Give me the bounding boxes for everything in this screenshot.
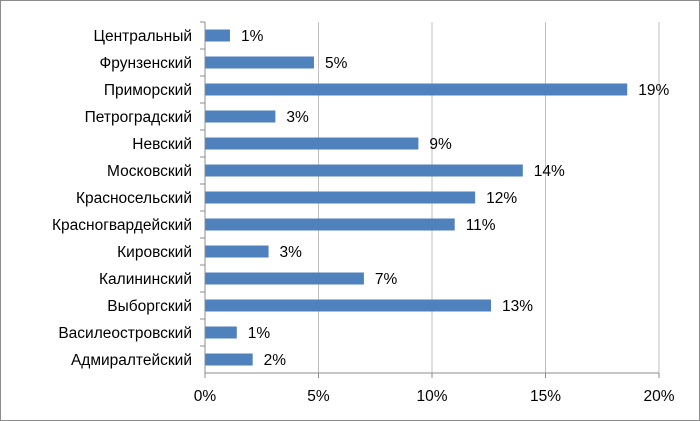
data-label: 3% xyxy=(286,109,309,126)
category-label: Петроградский xyxy=(85,109,192,126)
data-label: 1% xyxy=(248,325,271,342)
bar xyxy=(205,29,230,42)
bar xyxy=(205,56,314,69)
data-label: 7% xyxy=(375,271,398,288)
data-label: 9% xyxy=(429,136,452,153)
category-label: Центральный xyxy=(94,28,192,45)
bar xyxy=(205,110,276,123)
bar xyxy=(205,164,523,177)
bar xyxy=(205,299,492,312)
bar xyxy=(205,83,628,96)
bar xyxy=(205,191,476,204)
bar xyxy=(205,245,269,258)
bar xyxy=(205,326,237,339)
category-label: Калининский xyxy=(99,271,192,288)
bar xyxy=(205,218,455,231)
labels: 0% 5% 10% 15% 20% Центральный 1% Фрунзенский 5% П… xyxy=(52,28,675,405)
axes xyxy=(200,21,660,378)
bar xyxy=(205,353,253,366)
category-label: Приморский xyxy=(104,82,192,99)
category-label: Московский xyxy=(107,163,192,180)
bar xyxy=(205,272,364,285)
data-label: 1% xyxy=(241,28,264,45)
data-label: 13% xyxy=(502,298,533,315)
x-tick-label: 15% xyxy=(530,388,561,405)
data-label: 19% xyxy=(638,82,669,99)
data-label: 14% xyxy=(534,163,565,180)
category-label: Василеостровский xyxy=(58,325,192,342)
category-label: Выборгский xyxy=(107,298,192,315)
category-label: Красносельский xyxy=(76,190,192,207)
data-label: 3% xyxy=(280,244,303,261)
bar xyxy=(205,137,419,150)
data-label: 2% xyxy=(264,352,287,369)
category-label: Невский xyxy=(132,136,192,153)
x-tick-label: 5% xyxy=(307,388,330,405)
category-label: Адмиралтейский xyxy=(71,352,192,369)
category-label: Красногвардейский xyxy=(52,217,192,234)
category-label: Кировский xyxy=(117,244,192,261)
data-label: 12% xyxy=(486,190,517,207)
data-label: 11% xyxy=(466,217,496,234)
x-tick-label: 20% xyxy=(643,388,674,405)
x-tick-label: 0% xyxy=(194,388,217,405)
data-label: 5% xyxy=(325,55,348,72)
x-tick-label: 10% xyxy=(416,388,447,405)
category-label: Фрунзенский xyxy=(99,55,192,72)
bars xyxy=(205,29,628,366)
